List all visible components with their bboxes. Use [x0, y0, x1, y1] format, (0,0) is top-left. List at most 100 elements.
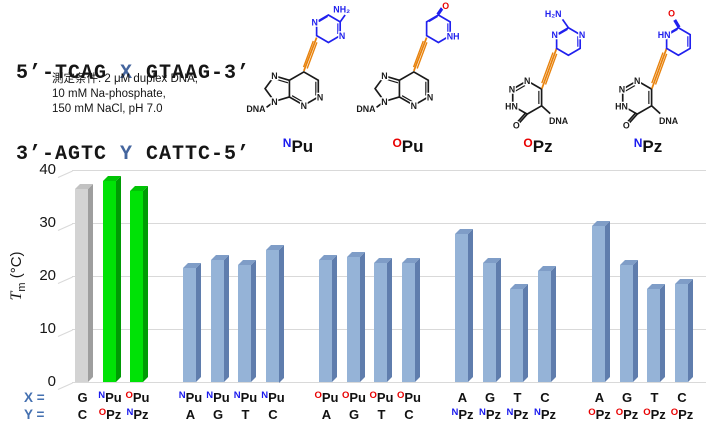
- x-label-sup: O: [615, 407, 624, 418]
- bar-front-face: [130, 191, 143, 382]
- x-tick-label-top: NPu: [195, 390, 241, 405]
- structure-label-sup: O: [392, 136, 402, 150]
- atom-label: N: [579, 30, 585, 40]
- x-label-sup: O: [369, 390, 377, 401]
- bar-side-face: [88, 183, 93, 382]
- oxo-label: O: [442, 2, 449, 11]
- x-tick-label-top: C: [522, 390, 568, 405]
- bar-NPu-OPz: [102, 175, 121, 382]
- bar-front-face: [510, 289, 523, 382]
- x-label-base: C: [677, 390, 687, 405]
- y-title-symbol: T: [8, 291, 25, 301]
- x-label-base: Pz: [106, 407, 122, 422]
- x-label-base: Pu: [132, 390, 150, 405]
- x-label-sup: O: [670, 407, 679, 418]
- x-label-sup: N: [478, 407, 486, 418]
- x-label-base: C: [77, 407, 88, 422]
- amino-label: H₂N: [545, 9, 562, 19]
- dna-label: DNA: [356, 104, 376, 114]
- x-tick-label-bottom: T: [223, 407, 269, 422]
- x-tick-label-bottom: N Pz: [440, 407, 486, 422]
- x-label-sup: N: [98, 390, 106, 401]
- structure-label-opz: OPz: [482, 136, 594, 157]
- y-row-label: Y =: [24, 407, 45, 422]
- sequence-bottom: 3’-AGTC Y CATTC-5’: [16, 141, 250, 168]
- x-label-base: Pu: [240, 390, 258, 405]
- bar-OPu-NPz: [130, 186, 148, 382]
- x-tick-label-bottom: OPz: [87, 407, 133, 422]
- gridline: [72, 170, 706, 171]
- x-tick-label-bottom: NPz: [115, 407, 161, 422]
- duplex-sequences: 5’-TCAG X GTAAG-3’ 3’-AGTC Y CATTC-5’: [16, 6, 250, 222]
- x-label-base: Pu: [404, 390, 421, 405]
- atom-label: HN: [615, 102, 628, 112]
- bar-side-face: [495, 257, 501, 382]
- x-tick-label-bottom: NPz: [467, 407, 513, 422]
- atom-label: N: [271, 71, 277, 81]
- x-label-base: A: [185, 407, 196, 422]
- axis-depth-line: [57, 329, 73, 337]
- y-tick-label: 40: [39, 161, 56, 178]
- structure-npu: N N N N DNA N N NH₂ NPu: [242, 0, 354, 160]
- atom-label: HN: [658, 30, 671, 40]
- x-label-base: Pz: [595, 407, 611, 422]
- x-tick-label-top: OPu: [359, 390, 405, 405]
- bar-G-NPz: [482, 257, 501, 382]
- opz-structure-drawing: N N HN O DNA H₂N N N: [504, 8, 587, 132]
- seq-variable-y: Y: [120, 143, 134, 166]
- atom-label: N: [427, 92, 433, 102]
- x-label-base: T: [377, 407, 386, 422]
- structure-label-sup: N: [282, 136, 292, 150]
- x-label-base: Pz: [133, 407, 149, 422]
- x-label-base: Pu: [349, 390, 366, 405]
- x-label-sup: O: [341, 390, 350, 401]
- x-tick-label-bottom: A: [304, 407, 350, 422]
- x-label-base: C: [268, 407, 278, 422]
- x-tick-label-top: A: [577, 390, 623, 405]
- dna-label: DNA: [659, 116, 679, 126]
- bar-front-face: [482, 262, 496, 382]
- x-label-base: Pz: [513, 407, 529, 422]
- bar-NPu-A: [183, 263, 201, 382]
- gridline: [72, 382, 706, 383]
- structure-npz: N N HN O DNA HN O NPz: [592, 0, 704, 160]
- bar-T-OPz: [647, 284, 665, 382]
- x-tick-label-bottom: OPz: [604, 407, 650, 422]
- atom-label: N: [381, 97, 387, 107]
- x-tick-label-bottom: OPz: [632, 407, 678, 422]
- x-label-sup: O: [314, 390, 322, 401]
- measurement-conditions: 測定条件: 2 μM duplex DNA, 10 mM Na-phosphat…: [52, 72, 198, 117]
- atom-label: N: [339, 31, 345, 41]
- structure-label-base: Pz: [642, 137, 663, 156]
- bar-side-face: [359, 252, 365, 382]
- atom-label: HN: [505, 102, 518, 112]
- condition-line: 測定条件: 2 μM duplex DNA,: [52, 73, 198, 85]
- bar-front-face: [210, 260, 224, 382]
- x-label-base: Pz: [650, 407, 666, 422]
- bar-side-face: [278, 244, 284, 382]
- x-tick-label-top: OPu: [115, 390, 161, 405]
- atom-label: N: [619, 85, 625, 95]
- bar-front-face: [401, 262, 415, 382]
- x-label-base: Pu: [213, 390, 230, 405]
- bar-front-face: [102, 180, 116, 382]
- axis-depth-line: [57, 382, 73, 390]
- y-axis-title: Tm (°C): [8, 216, 28, 336]
- x-label-base: G: [77, 390, 88, 405]
- bar-front-face: [619, 265, 633, 382]
- atom-label: N: [524, 76, 530, 86]
- x-tick-label-bottom: C: [386, 407, 432, 422]
- x-label-sup: O: [643, 407, 651, 418]
- y-title-subscript: m: [16, 282, 28, 292]
- x-label-base: Pz: [678, 407, 694, 422]
- atom-label: N: [551, 30, 557, 40]
- bar-side-face: [523, 284, 528, 382]
- seq-top-suffix: GTAAG-3’: [133, 62, 251, 85]
- x-label-base: Pu: [268, 390, 285, 405]
- y-tick-label: 20: [39, 267, 56, 284]
- bar-side-face: [660, 284, 665, 382]
- x-label-base: Pz: [458, 407, 474, 422]
- bar-side-face: [332, 255, 337, 382]
- x-label-base: Pz: [623, 407, 639, 422]
